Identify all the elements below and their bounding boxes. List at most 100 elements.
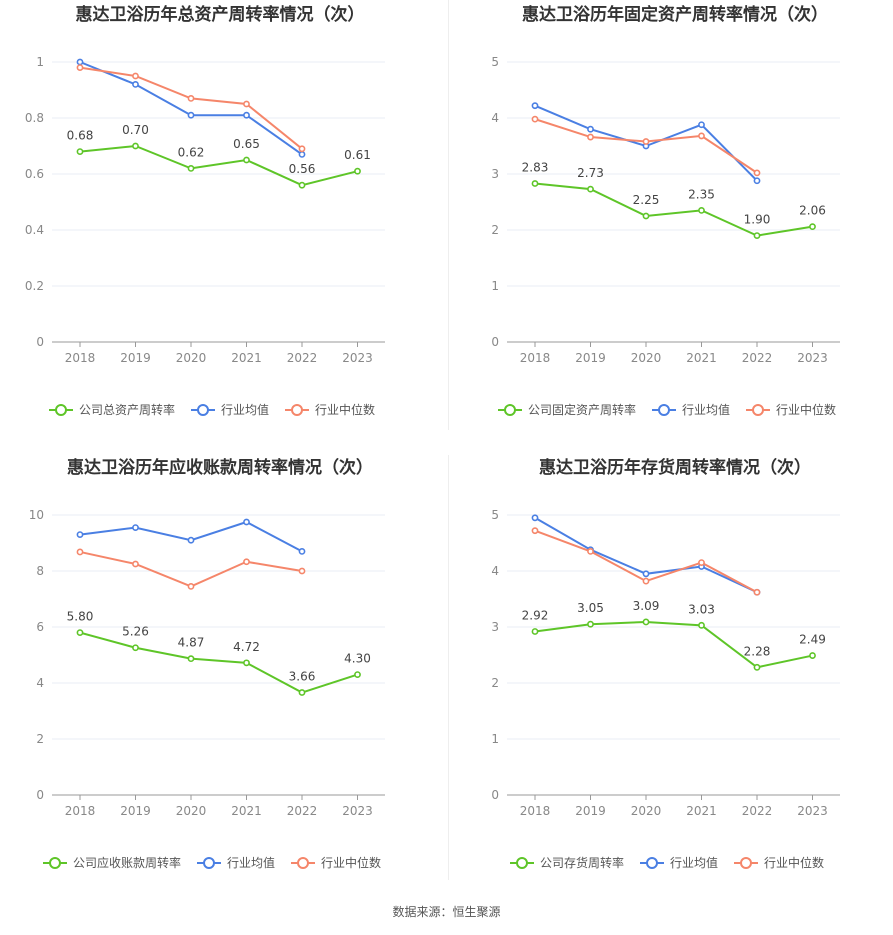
data-point-avg	[243, 518, 250, 526]
series-line-company	[79, 631, 358, 694]
x-tick-label: 2022	[287, 804, 318, 818]
y-tick-label: 0	[491, 335, 499, 349]
data-point-median	[243, 100, 250, 108]
legend-swatch-marker	[516, 857, 528, 869]
chart-inventory-turnover: 惠达卫浴历年存货周转率情况（次） 0 1 2 3 4 5 2018 2019 2020 2021 20…	[455, 453, 893, 903]
data-label: 0.62	[178, 145, 205, 159]
data-point-avg	[132, 524, 139, 531]
legend-item-company: 公司应收账款周转率	[43, 855, 181, 870]
data-point-company	[531, 628, 539, 635]
legend-label: 行业中位数	[764, 855, 824, 870]
legend-swatch-marker	[291, 404, 303, 416]
legend-item-avg: 行业均值	[197, 855, 275, 870]
data-label: 2.92	[522, 608, 549, 622]
x-tick-label: 2019	[120, 351, 151, 365]
legend-item-median: 行业中位数	[734, 855, 824, 870]
legend-swatch-marker	[55, 404, 67, 416]
legend-swatch-marker	[297, 857, 309, 869]
data-point-company	[354, 671, 361, 678]
data-point-avg	[187, 111, 195, 119]
legend-item-company: 公司总资产周转率	[49, 402, 175, 417]
x-tick-label: 2020	[176, 804, 207, 818]
data-label: 0.70	[122, 123, 149, 137]
data-label: 4.72	[233, 640, 260, 654]
series-line-avg	[79, 61, 303, 156]
legend-swatch-marker	[646, 857, 658, 869]
data-point-company	[587, 620, 594, 628]
data-point-company	[809, 223, 816, 231]
data-label: 5.80	[67, 610, 94, 624]
data-label: 3.09	[633, 599, 660, 613]
legend-swatch-marker	[740, 857, 752, 869]
data-point-avg	[698, 121, 705, 129]
data-label: 0.65	[233, 137, 260, 151]
chart-title: 惠达卫浴历年固定资产周转率情况（次）	[522, 4, 828, 25]
legend-item-median: 行业中位数	[746, 402, 836, 417]
data-label: 2.73	[577, 166, 604, 180]
series-line-company	[79, 144, 358, 187]
y-tick-label: 0.2	[25, 279, 44, 293]
legend-item-company: 公司存货周转率	[510, 855, 624, 870]
data-label: 3.05	[577, 601, 604, 615]
x-tick-label: 2021	[686, 351, 717, 365]
data-point-avg	[531, 102, 539, 110]
y-tick-label: 0	[36, 788, 44, 802]
x-tick-label: 2020	[176, 351, 207, 365]
data-point-median	[642, 577, 650, 585]
y-tick-label: 4	[36, 676, 44, 690]
legend-label: 行业均值	[682, 402, 730, 417]
series-line-avg	[79, 520, 303, 553]
x-tick-label: 2021	[231, 804, 262, 818]
vertical-divider	[448, 0, 449, 430]
data-label: 2.25	[633, 193, 660, 207]
vertical-divider	[448, 455, 449, 880]
y-tick-label: 1	[36, 55, 44, 69]
data-point-avg	[132, 81, 139, 88]
data-point-median	[76, 64, 84, 71]
data-point-company	[132, 142, 139, 150]
data-label: 0.68	[67, 129, 94, 143]
x-tick-label: 2020	[631, 351, 662, 365]
legend-swatch-marker	[752, 404, 764, 416]
data-point-company	[642, 618, 650, 626]
x-tick-label: 2022	[742, 804, 773, 818]
data-point-company	[187, 655, 195, 663]
y-tick-label: 2	[36, 732, 44, 746]
data-point-avg	[531, 514, 539, 522]
x-tick-label: 2021	[231, 351, 262, 365]
data-point-median	[132, 72, 139, 80]
data-point-median	[187, 95, 195, 102]
legend-label: 行业中位数	[776, 402, 836, 417]
legend-swatch-marker	[504, 404, 516, 416]
y-tick-label: 6	[36, 620, 44, 634]
chart-svg: 惠达卫浴历年固定资产周转率情况（次） 0 1 2 3 4 5 2018 2019 2020 2021…	[491, 4, 840, 417]
y-tick-label: 0.6	[25, 167, 44, 181]
y-tick-label: 10	[29, 508, 44, 522]
y-tick-label: 3	[491, 167, 499, 181]
data-point-avg	[243, 111, 250, 119]
data-label: 3.66	[289, 670, 316, 684]
y-tick-label: 4	[491, 564, 499, 578]
data-label: 3.03	[688, 602, 715, 616]
y-tick-label: 2	[491, 223, 499, 237]
data-point-avg	[298, 548, 306, 555]
data-label: 2.06	[799, 204, 826, 218]
y-tick-label: 0.4	[25, 223, 44, 237]
data-label: 2.28	[744, 644, 771, 658]
x-tick-label: 2020	[631, 804, 662, 818]
data-source-note: 数据来源：恒生聚源	[392, 905, 501, 919]
legend-swatch-marker	[203, 857, 215, 869]
data-label: 2.49	[799, 633, 826, 647]
x-tick-label: 2022	[287, 351, 318, 365]
data-point-median	[698, 132, 705, 140]
data-point-avg	[76, 531, 84, 538]
data-point-median	[587, 548, 594, 555]
data-point-avg	[187, 536, 195, 544]
data-point-avg	[298, 150, 306, 158]
legend-item-median: 行业中位数	[291, 855, 381, 870]
x-tick-label: 2019	[120, 804, 151, 818]
legend-item-median: 行业中位数	[285, 402, 375, 417]
data-point-avg	[587, 125, 594, 133]
data-point-company	[531, 180, 539, 187]
data-point-avg	[76, 58, 84, 66]
